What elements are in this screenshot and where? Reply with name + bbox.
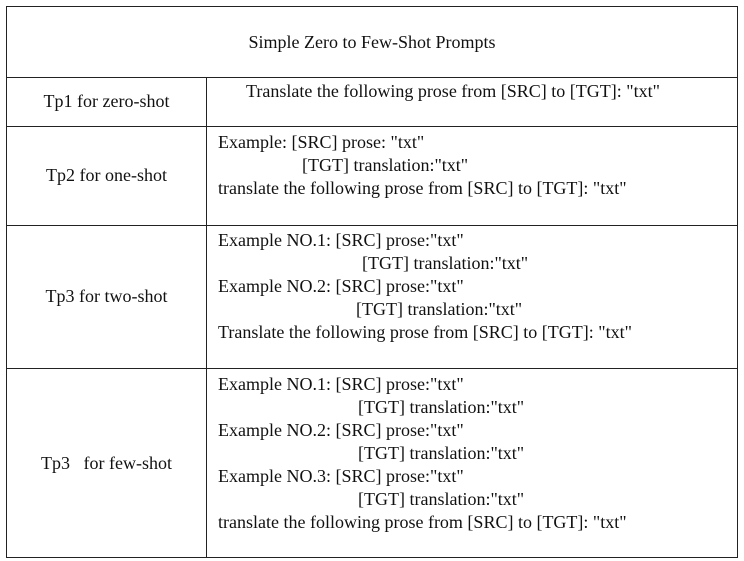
prompt-line: Example NO.2: [SRC] prose:"txt" xyxy=(218,276,464,296)
row-divider xyxy=(7,77,737,78)
prompt-line: [TGT] translation:"txt" xyxy=(362,253,529,273)
prompt-line: [TGT] translation:"txt" xyxy=(302,155,469,175)
row-divider xyxy=(7,368,737,369)
prompt-line: Example NO.1: [SRC] prose:"txt" xyxy=(218,374,464,394)
row-label-zero-shot: Tp1 for zero-shot xyxy=(43,91,170,111)
prompt-line: Example NO.3: [SRC] prose:"txt" xyxy=(218,466,464,486)
prompt-line: Example NO.2: [SRC] prose:"txt" xyxy=(218,420,464,440)
prompt-cell-few-shot: Example NO.1: [SRC] prose:"txt" [TGT] tr… xyxy=(218,373,627,534)
prompt-cell-two-shot: Example NO.1: [SRC] prose:"txt" [TGT] tr… xyxy=(218,229,632,344)
prompt-line: Translate the following prose from [SRC]… xyxy=(246,81,660,101)
prompt-line: [TGT] translation:"txt" xyxy=(358,489,525,509)
row-divider xyxy=(7,225,737,226)
prompt-cell-one-shot: Example: [SRC] prose: "txt" [TGT] transl… xyxy=(218,131,627,200)
row-label-one-shot: Tp2 for one-shot xyxy=(46,165,167,185)
row-label-two-shot: Tp3 for two-shot xyxy=(45,286,168,306)
prompt-table: Simple Zero to Few-Shot Prompts Tp1 for … xyxy=(6,6,738,558)
prompt-line: Translate the following prose from [SRC]… xyxy=(218,322,632,342)
prompt-line: [TGT] translation:"txt" xyxy=(358,397,525,417)
prompt-line: Example: [SRC] prose: "txt" xyxy=(218,132,425,152)
prompt-line: Example NO.1: [SRC] prose:"txt" xyxy=(218,230,464,250)
prompt-line: translate the following prose from [SRC]… xyxy=(218,178,627,198)
row-label-few-shot: Tp3 for few-shot xyxy=(41,453,172,473)
prompt-line: [TGT] translation:"txt" xyxy=(356,299,523,319)
prompt-line: [TGT] translation:"txt" xyxy=(358,443,525,463)
table-title: Simple Zero to Few-Shot Prompts xyxy=(248,31,496,52)
column-divider xyxy=(206,77,207,557)
prompt-line: translate the following prose from [SRC]… xyxy=(218,512,627,532)
row-divider xyxy=(7,126,737,127)
